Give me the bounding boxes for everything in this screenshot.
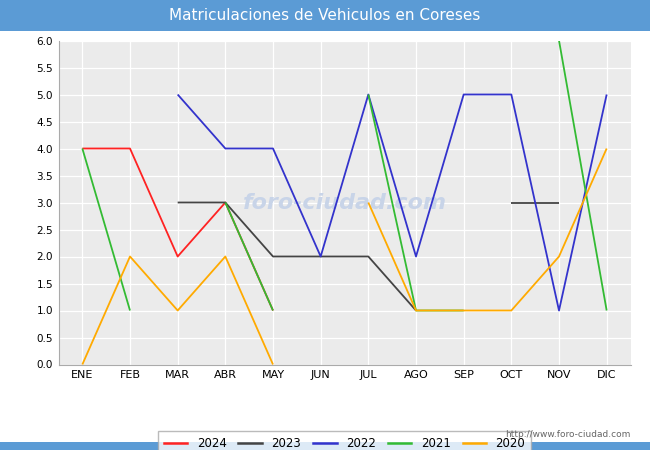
Text: foro-ciudad.com: foro-ciudad.com bbox=[242, 193, 447, 212]
Text: Matriculaciones de Vehiculos en Coreses: Matriculaciones de Vehiculos en Coreses bbox=[169, 8, 481, 23]
Text: http://www.foro-ciudad.com: http://www.foro-ciudad.com bbox=[505, 430, 630, 439]
Legend: 2024, 2023, 2022, 2021, 2020: 2024, 2023, 2022, 2021, 2020 bbox=[158, 431, 531, 450]
